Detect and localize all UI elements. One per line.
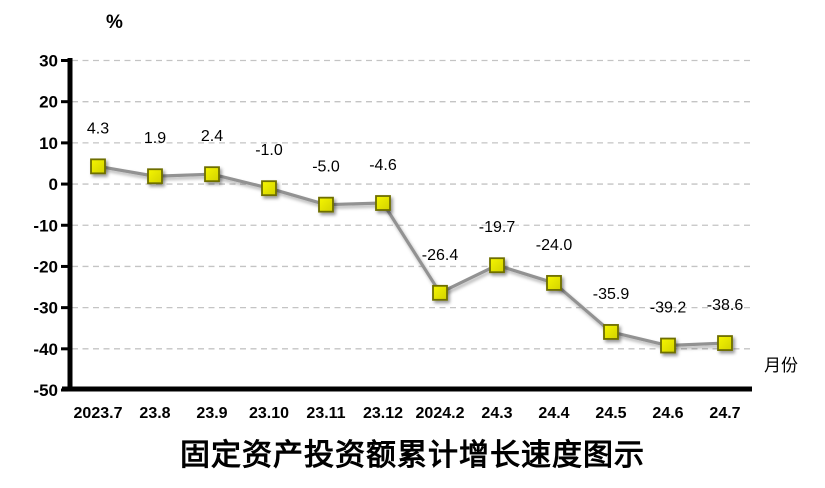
- data-point-label: 1.9: [144, 130, 166, 147]
- y-tick-label: 20: [39, 93, 58, 112]
- data-point-marker: [318, 196, 334, 213]
- x-tick-label: 2023.7: [74, 405, 123, 422]
- y-tick-label: -30: [33, 299, 58, 318]
- data-point-marker: [90, 158, 106, 175]
- y-tick-label: 30: [39, 52, 58, 71]
- x-tick-label: 23.8: [139, 405, 170, 422]
- data-point-marker: [489, 257, 505, 274]
- data-point-marker: [660, 337, 676, 354]
- data-point-label: -38.6: [707, 297, 744, 314]
- y-tick-label: -50: [33, 381, 58, 400]
- x-tick-label: 24.4: [538, 405, 569, 422]
- data-point-label: -19.7: [479, 219, 516, 236]
- y-tick-label: -20: [33, 257, 58, 276]
- data-point-label: 2.4: [201, 128, 223, 145]
- x-tick-label: 24.3: [481, 405, 512, 422]
- data-line: [96, 164, 727, 348]
- data-point-marker: [261, 180, 277, 197]
- data-point-label: -39.2: [650, 300, 687, 317]
- x-axis-label: 月份: [764, 356, 798, 375]
- x-tick-label: 24.6: [652, 405, 683, 422]
- data-point-marker: [603, 324, 619, 340]
- data-point-marker: [717, 335, 733, 351]
- y-tick-label: 0: [49, 175, 58, 194]
- data-point-marker: [204, 166, 220, 183]
- data-point-marker: [147, 168, 163, 185]
- data-point-label: -4.6: [369, 157, 397, 174]
- data-point-label: -35.9: [593, 286, 630, 303]
- y-tick-label: -10: [33, 216, 58, 235]
- data-point-marker: [432, 284, 448, 301]
- x-tick-label: 2024.2: [416, 405, 465, 422]
- data-point-marker: [375, 195, 391, 211]
- x-tick-label: 23.12: [363, 405, 403, 422]
- data-point-label: 4.3: [87, 120, 109, 137]
- y-axis-unit-label: %: [106, 12, 123, 33]
- chart-title: 固定资产投资额累计增长速度图示: [180, 439, 645, 472]
- y-tick-label: -40: [33, 340, 58, 359]
- data-point-label: -5.0: [312, 159, 340, 176]
- x-tick-label: 23.10: [249, 405, 289, 422]
- x-tick-label: 23.11: [306, 405, 345, 422]
- y-tick-label: 10: [39, 134, 58, 153]
- data-point-marker: [546, 275, 562, 291]
- data-point-label: -1.0: [255, 142, 283, 159]
- x-tick-label: 23.9: [196, 405, 227, 422]
- data-point-label: -24.0: [536, 237, 573, 254]
- x-tick-label: 24.5: [595, 405, 626, 422]
- data-point-label: -26.4: [422, 247, 459, 264]
- x-tick-label: 24.7: [709, 405, 740, 422]
